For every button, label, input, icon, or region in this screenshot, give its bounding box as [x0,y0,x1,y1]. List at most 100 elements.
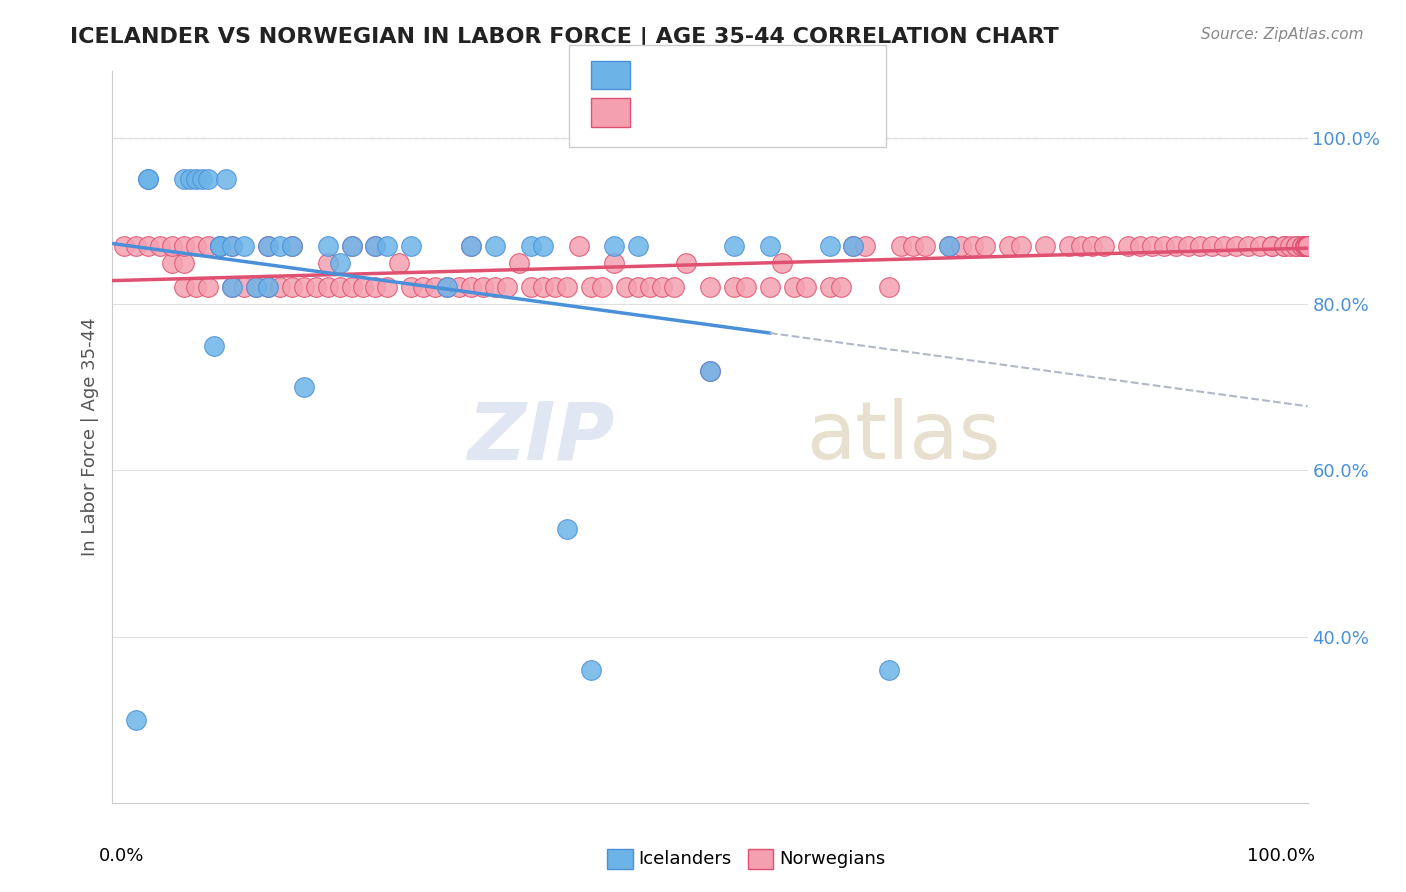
Point [520,280,543,294]
Point [1261,239,1284,253]
Point [496,280,519,294]
Point [1010,239,1032,253]
Point [269,280,291,294]
Point [723,280,745,294]
Point [950,239,973,253]
Point [699,363,721,377]
Point [1118,239,1140,253]
Point [316,239,339,253]
Point [1296,239,1319,253]
Point [138,172,160,186]
Point [1296,239,1319,253]
Point [281,239,304,253]
Point [1081,239,1104,253]
Point [1296,239,1319,253]
Point [329,280,352,294]
Point [579,280,602,294]
Point [447,280,470,294]
Point [782,280,804,294]
Point [138,172,160,186]
Point [890,239,912,253]
Point [616,280,638,294]
Point [531,280,554,294]
Point [388,255,411,269]
Point [173,172,195,186]
Point [1296,239,1319,253]
Point [257,280,280,294]
Point [1272,239,1295,253]
Point [257,239,280,253]
Point [460,239,482,253]
Point [603,255,626,269]
Point [1261,239,1284,253]
Point [377,280,399,294]
Point [1070,239,1092,253]
Point [281,280,304,294]
Point [209,239,232,253]
Point [436,280,458,294]
Point [179,172,201,186]
Point [998,239,1021,253]
Point [1296,239,1319,253]
Point [1296,239,1319,253]
Text: Source: ZipAtlas.com: Source: ZipAtlas.com [1201,27,1364,42]
Text: 100.0%: 100.0% [1247,847,1315,865]
Point [1296,239,1319,253]
Point [1296,239,1319,253]
Point [1296,239,1319,253]
Point [842,239,865,253]
Point [292,380,315,394]
Point [914,239,936,253]
Point [1294,239,1316,253]
Point [305,280,328,294]
Point [723,239,745,253]
Point [245,280,267,294]
Point [1129,239,1152,253]
Point [1057,239,1080,253]
Point [245,280,267,294]
Point [1285,239,1308,253]
Point [1033,239,1056,253]
Point [1142,239,1164,253]
Point [1295,239,1317,253]
Point [364,280,387,294]
Point [1296,239,1319,253]
Point [186,239,208,253]
Point [1291,239,1313,253]
Point [831,280,853,294]
Point [340,239,363,253]
Point [1296,239,1319,253]
Point [1295,239,1317,253]
Point [555,280,578,294]
Point [675,255,697,269]
Point [818,239,841,253]
Point [531,239,554,253]
Point [903,239,925,253]
Point [1296,239,1319,253]
Point [125,713,148,727]
Point [974,239,997,253]
Point [735,280,758,294]
Point [1296,239,1319,253]
Point [436,280,458,294]
Point [292,280,315,294]
Point [1166,239,1188,253]
Point [699,280,721,294]
Point [1296,239,1319,253]
Point [543,280,565,294]
Point [1296,239,1319,253]
Point [114,239,135,253]
Point [842,239,865,253]
Point [1296,239,1319,253]
Point [1177,239,1199,253]
Point [364,239,387,253]
Point [1296,239,1319,253]
Point [364,239,387,253]
Point [425,280,447,294]
Point [1296,239,1319,253]
Point [1296,239,1319,253]
Point [938,239,960,253]
Point [221,280,243,294]
Point [340,280,363,294]
Point [1296,239,1319,253]
